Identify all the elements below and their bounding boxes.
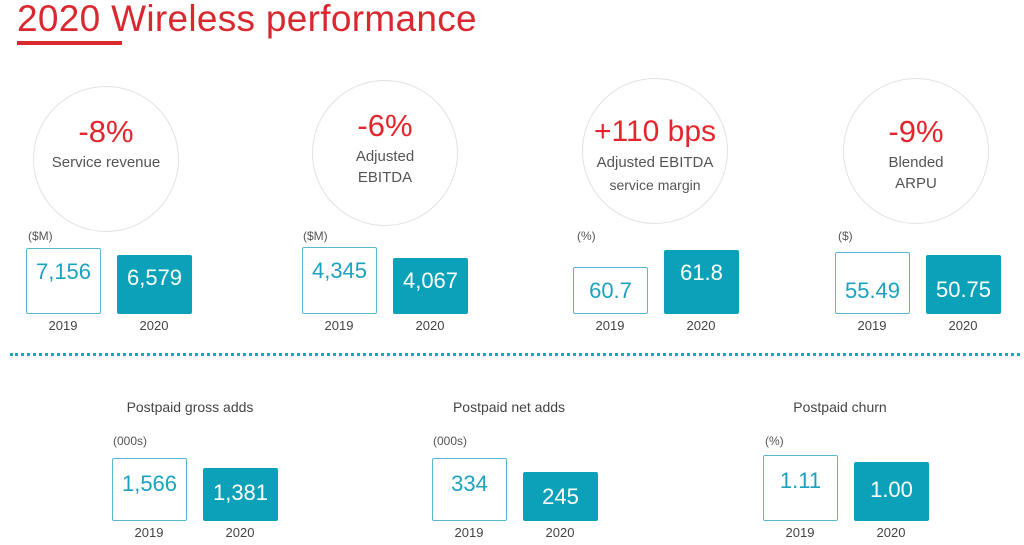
change-value: -9% (888, 114, 944, 149)
value-box-2020: 6,579 (117, 255, 192, 314)
year-label: 2019 (785, 525, 815, 540)
page-title: 2020 Wireless performance (17, 0, 477, 39)
adjusted-ebitda-circle: -6% Adjusted EBITDA (312, 80, 458, 226)
year-label: 2019 (48, 318, 78, 333)
year-label: 2020 (139, 318, 169, 333)
value-box-2020: 1,381 (203, 468, 278, 521)
change-value: +110 bps (593, 115, 717, 148)
year-label: 2020 (876, 525, 906, 540)
value-box-2020: 61.8 (664, 250, 739, 314)
year-label: 2019 (454, 525, 484, 540)
unit-label: ($M) (28, 229, 53, 243)
year-label: 2020 (948, 318, 978, 333)
year-label: 2019 (324, 318, 354, 333)
value-box-2020: 245 (523, 472, 598, 521)
unit-label: ($) (838, 229, 853, 243)
year-label: 2020 (225, 525, 255, 540)
metric-label: Adjusted EBITDA (596, 154, 714, 171)
year-label: 2019 (134, 525, 164, 540)
value-box-2019: 1,566 (112, 458, 187, 521)
metric-label: EBITDA (357, 169, 413, 186)
unit-label: ($M) (303, 229, 328, 243)
year-label: 2019 (857, 318, 887, 333)
year-label: 2020 (415, 318, 445, 333)
value-box-2019: 55.49 (835, 252, 910, 314)
value-box-2020: 50.75 (926, 255, 1001, 314)
value-box-2019: 334 (432, 458, 507, 521)
change-value: -8% (78, 114, 134, 149)
year-label: 2020 (545, 525, 575, 540)
unit-label: (000s) (113, 434, 148, 448)
change-value: -6% (357, 108, 413, 143)
value-box-2019: 7,156 (26, 248, 101, 314)
metric-label: Adjusted (355, 148, 415, 165)
metric-label: Postpaid churn (793, 399, 887, 415)
metric-label: ARPU (895, 175, 937, 192)
title-underline (17, 41, 122, 45)
unit-label: (000s) (433, 434, 468, 448)
dotted-divider (10, 353, 1020, 356)
metric-label: Blended (888, 154, 944, 171)
value-box-2019: 1.11 (763, 455, 838, 521)
metric-label: Service revenue (51, 154, 161, 171)
metric-label: service margin (609, 177, 701, 193)
value-box-2019: 4,345 (302, 247, 377, 314)
value-box-2020: 4,067 (393, 258, 468, 314)
year-label: 2020 (686, 318, 716, 333)
ebitda-margin-circle: +110 bps Adjusted EBITDA service margin (582, 78, 728, 224)
blended-arpu-circle: -9% Blended ARPU (843, 78, 989, 224)
unit-label: (%) (577, 229, 596, 243)
metric-label: Postpaid gross adds (126, 399, 254, 415)
year-label: 2019 (595, 318, 625, 333)
unit-label: (%) (765, 434, 784, 448)
metric-label: Postpaid net adds (452, 399, 566, 415)
value-box-2019: 60.7 (573, 267, 648, 314)
service-revenue-circle: -8% Service revenue (33, 86, 179, 232)
value-box-2020: 1.00 (854, 462, 929, 521)
